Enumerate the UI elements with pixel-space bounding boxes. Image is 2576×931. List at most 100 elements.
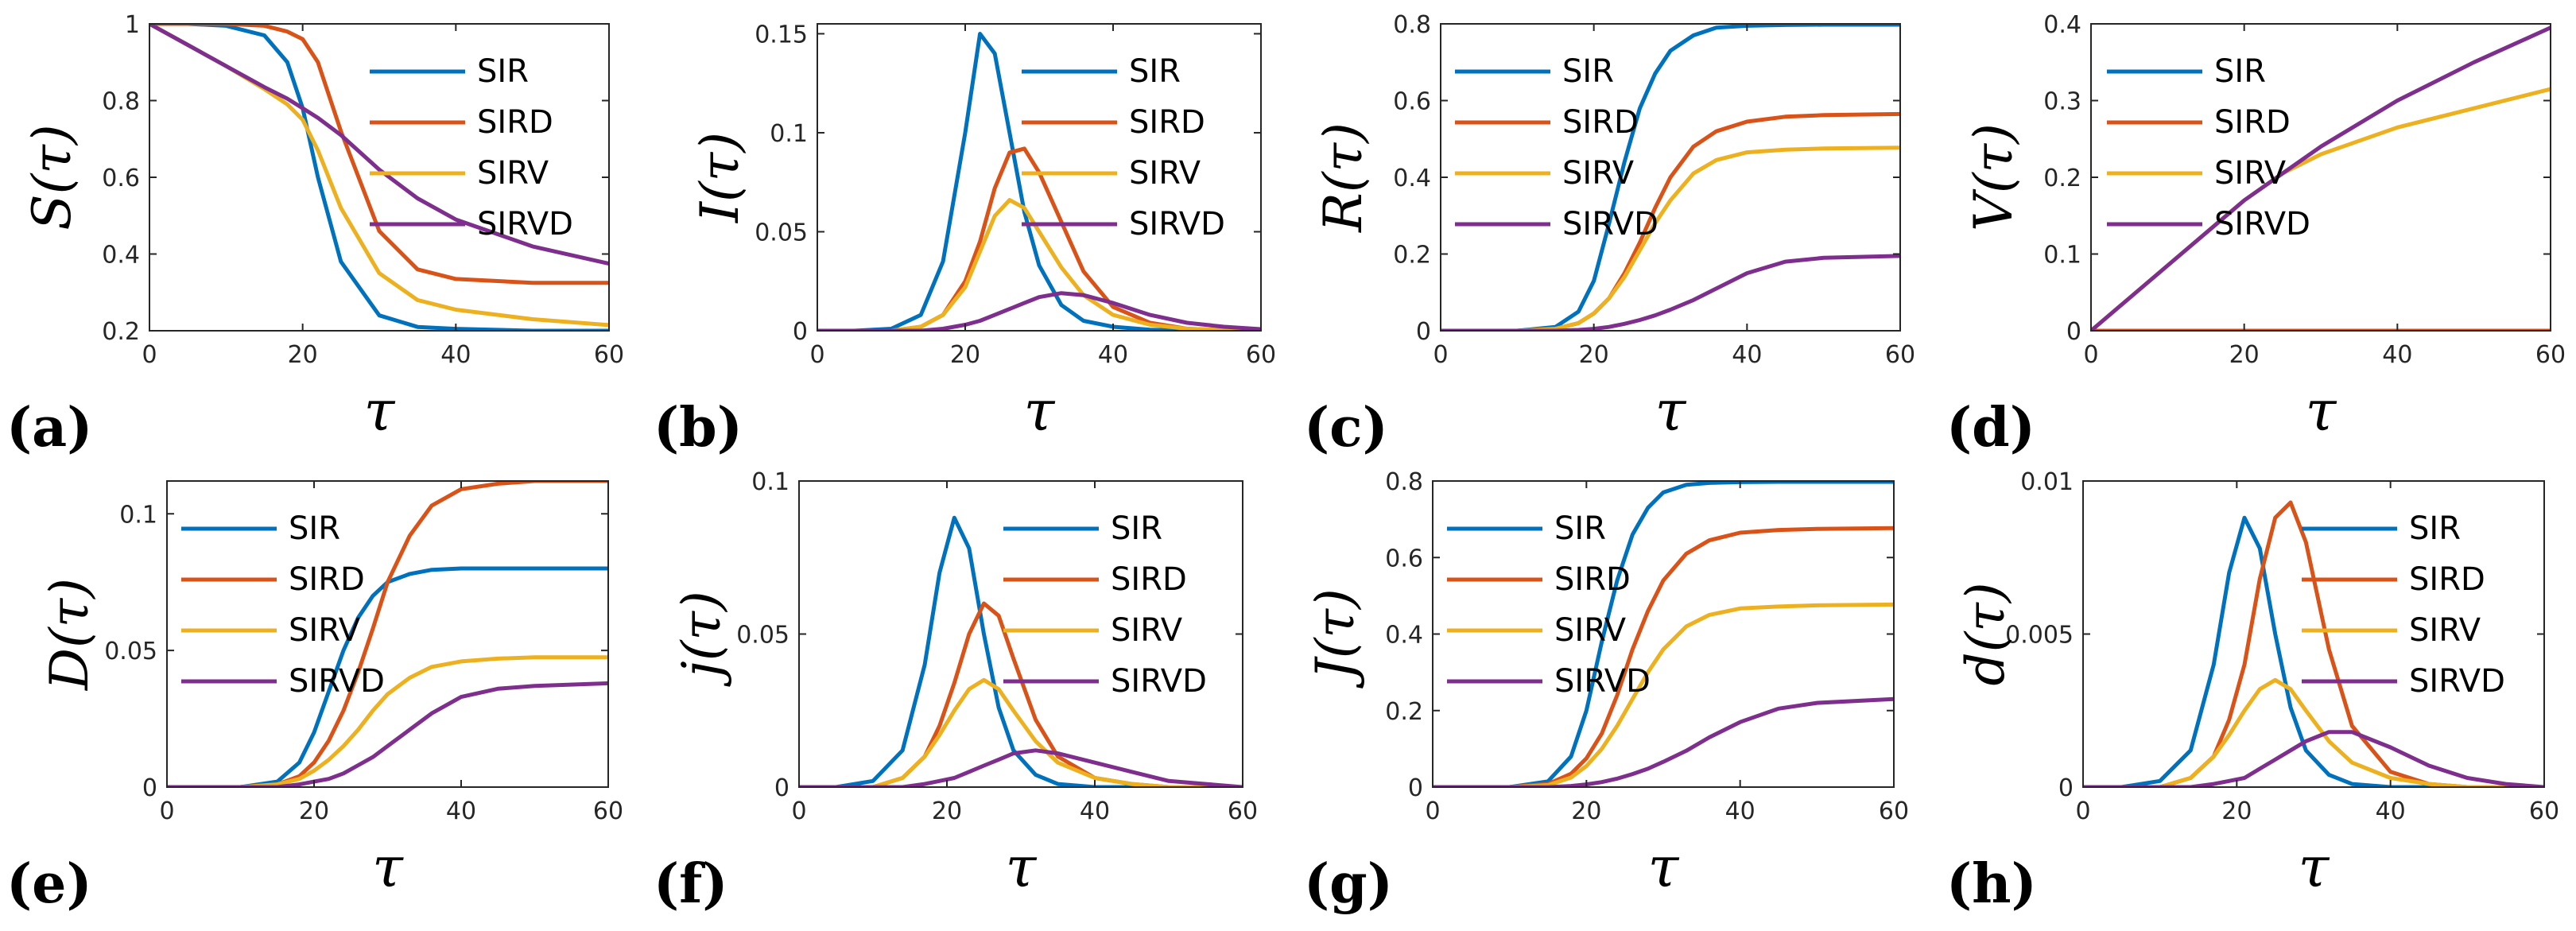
y-tick-label: 0 [774, 774, 789, 802]
y-axis-label: j(τ) [671, 591, 732, 687]
x-tick-label: 40 [1098, 341, 1128, 369]
series-line-sir [2083, 515, 2544, 787]
y-tick-label: 0.1 [770, 120, 808, 148]
legend-entry-sirv: SIRV [1562, 155, 1635, 192]
x-tick-label: 0 [2075, 797, 2090, 825]
x-tick-label: 40 [1732, 341, 1762, 369]
series-line-sir [799, 515, 1243, 787]
y-axis-label: d(τ) [1955, 582, 2016, 685]
x-tick-label: 20 [932, 797, 962, 825]
series-line-sirvd [2091, 25, 2551, 331]
y-tick-label: 0.6 [1385, 545, 1423, 572]
legend-entry-sirv: SIRV [477, 155, 549, 192]
legend-entry-sird: SIRD [477, 104, 553, 141]
panel-label: (a) [6, 396, 92, 460]
y-tick-label: 0.4 [1393, 165, 1431, 192]
series-line-sirv [1441, 145, 1900, 331]
x-tick-label: 60 [1879, 797, 1909, 825]
y-tick-label: 0.05 [755, 219, 808, 246]
x-tick-label: 60 [1246, 341, 1276, 369]
legend-entry-sirvd: SIRVD [289, 663, 385, 700]
y-tick-label: 0.005 [2005, 622, 2074, 650]
x-tick-label: 0 [791, 797, 806, 825]
x-tick-label: 60 [2529, 797, 2559, 825]
series-line-sirv [167, 655, 608, 787]
series-line-sir [817, 32, 1261, 331]
legend-entry-sir: SIR [1554, 510, 1606, 547]
y-tick-label: 0.05 [736, 622, 789, 650]
y-tick-label: 0.01 [2020, 468, 2074, 496]
y-tick-label: 0 [1408, 774, 1423, 802]
y-tick-label: 0.2 [102, 318, 140, 346]
y-tick-label: 0 [2066, 318, 2081, 346]
legend-entry-sirvd: SIRVD [1111, 663, 1207, 700]
y-axis-label: V(τ) [1963, 123, 2024, 231]
legend-entry-sirv: SIRV [1554, 612, 1627, 649]
x-tick-label: 0 [142, 341, 157, 369]
x-axis-label: τ [1655, 378, 1687, 444]
series-line-sirvd [167, 681, 608, 787]
legend-entry-sird: SIRD [1129, 104, 1205, 141]
panel-a: 0 20 40 600.20.40.60.81S(τ)τ(a)SIRSIRDSIRVS… [6, 11, 624, 460]
legend-entry-sirv: SIRV [289, 612, 361, 649]
panel-label: (d) [1946, 396, 2035, 460]
x-tick-label: 0 [1425, 797, 1440, 825]
legend-entry-sird: SIRD [1111, 561, 1187, 598]
x-tick-label: 20 [2221, 797, 2252, 825]
x-tick-label: 60 [1228, 797, 1258, 825]
series-line-sirv [1433, 602, 1894, 787]
panel-g: 0 20 40 6000.20.40.60.8J(τ)τ(g)SIRSIRDSIRVS… [1304, 468, 1909, 916]
x-tick-label: 20 [1571, 797, 1601, 825]
x-tick-label: 40 [446, 797, 476, 825]
panel-e: 0 20 40 60 0 0.05 0.1 D(τ) τ (e) SIR SIRD SIRV SIRVD [6, 480, 623, 916]
panel-label: (g) [1304, 852, 1393, 916]
legend-entry-sird: SIRD [289, 561, 365, 598]
y-tick-label: 0 [793, 318, 808, 346]
x-tick-label: 40 [1080, 797, 1110, 825]
legend-entry-sir: SIR [2409, 510, 2461, 547]
legend-entry-sirvd: SIRVD [2409, 663, 2505, 700]
panel-label: (c) [1304, 396, 1388, 460]
x-tick-label: 20 [288, 341, 318, 369]
y-tick-label: 0.4 [102, 242, 140, 270]
x-tick-label: 40 [2376, 797, 2406, 825]
y-tick-label: 0.2 [1393, 242, 1431, 270]
series-line-sir [1433, 481, 1894, 787]
legend-entry-sird: SIRD [2214, 104, 2291, 141]
x-axis-label: τ [2299, 835, 2330, 900]
y-tick-label: 0.1 [751, 468, 789, 496]
legend: SIR SIRD SIRV SIRVD [2107, 53, 2310, 242]
y-axis-label: R(τ) [1313, 122, 1374, 233]
panel-label: (b) [654, 396, 743, 460]
legend-entry-sir: SIR [2214, 53, 2266, 90]
legend: SIR SIRD SIRV SIRVD [1447, 510, 1651, 700]
y-tick-label: 0.15 [755, 21, 808, 48]
series-line-sirvd [1441, 254, 1900, 331]
y-tick-label: 0.1 [2043, 242, 2081, 270]
legend-entry-sirv: SIRV [1111, 612, 1183, 649]
legend-entry-sirv: SIRV [2409, 612, 2481, 649]
panel-b: 0 20 40 6000.050.10.15I(τ)τ(b)SIRSIRDSIRVSI… [654, 21, 1276, 460]
legend-entry-sird: SIRD [2409, 561, 2485, 598]
panel-label: (h) [1946, 852, 2037, 916]
y-tick-label: 0.8 [1393, 11, 1431, 39]
legend: SIR SIRD SIRV SIRVD [181, 510, 385, 700]
series-line-sirvd [817, 291, 1261, 331]
panel-label: (e) [6, 852, 92, 916]
series-line-sir [167, 566, 608, 787]
y-tick-label: 0.2 [1385, 698, 1423, 726]
y-tick-label: 0.4 [2043, 11, 2081, 39]
legend-entry-sirvd: SIRVD [477, 206, 573, 242]
x-tick-label: 60 [2535, 341, 2566, 369]
legend: SIR SIRD SIRV SIRVD [1455, 53, 1658, 242]
x-tick-label: 60 [593, 797, 623, 825]
y-axis-label: J(τ) [1305, 588, 1366, 689]
legend: SIR SIRD SIRV SIRVD [370, 53, 573, 242]
x-axis-label: τ [1024, 378, 1056, 444]
x-axis-label: τ [372, 835, 404, 900]
x-tick-label: 40 [1725, 797, 1755, 825]
legend-entry-sir: SIR [289, 510, 340, 547]
y-tick-label: 0.4 [1385, 622, 1423, 650]
y-tick-label: 0.2 [2043, 165, 2081, 192]
